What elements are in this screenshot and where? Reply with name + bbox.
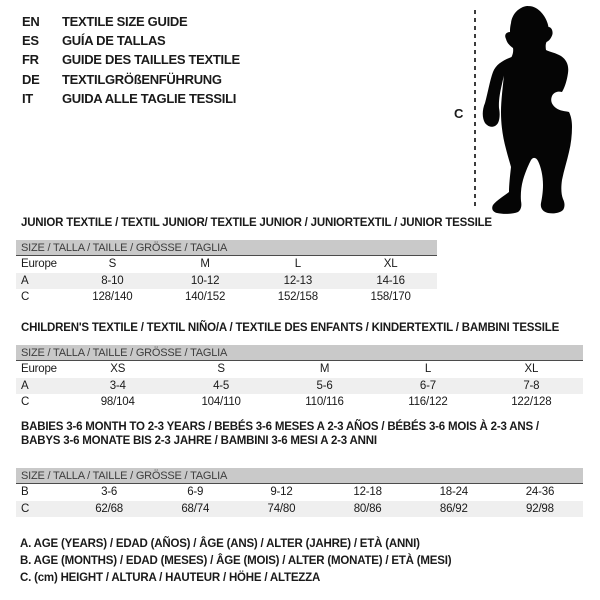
- cell: 14-16: [376, 274, 405, 287]
- note-a: A. AGE (YEARS) / EDAD (AÑOS) / ÂGE (ANS)…: [20, 538, 420, 550]
- row-label: A: [21, 274, 29, 287]
- note-b: B. AGE (MONTHS) / EDAD (MESES) / ÂGE (MO…: [20, 555, 452, 567]
- row-label: Europe: [21, 258, 57, 271]
- cell: 158/170: [370, 291, 411, 304]
- cell: 98/104: [100, 396, 135, 409]
- row-label: Europe: [21, 363, 57, 376]
- guide-title: TEXTILE SIZE GUIDE: [62, 14, 188, 30]
- cell: M: [200, 258, 210, 271]
- cell: 62/68: [95, 502, 123, 515]
- language-legend: EN TEXTILE SIZE GUIDE ES GUÍA DE TALLAS …: [22, 12, 240, 108]
- guide-title: GUÍA DE TALLAS: [62, 33, 166, 49]
- language-code: FR: [22, 52, 39, 68]
- table-row-height: C 128/140 140/152 152/158 158/170: [16, 289, 437, 306]
- cell: XS: [110, 363, 126, 376]
- guide-title: GUIDE DES TAILLES TEXTILE: [62, 52, 240, 68]
- legend-notes: A. AGE (YEARS) / EDAD (AÑOS) / ÂGE (ANS)…: [20, 536, 452, 587]
- table-row-height: C 98/104 104/110 110/116 116/122 122/128: [16, 394, 583, 411]
- cell: 24-36: [525, 486, 555, 499]
- cell: 7-8: [523, 379, 540, 392]
- cell: 92/98: [526, 502, 554, 515]
- cell: 12-18: [353, 486, 382, 499]
- cell: 3-4: [109, 379, 126, 392]
- cell: 116/122: [408, 396, 448, 409]
- legend-row-es: ES GUÍA DE TALLAS: [22, 31, 240, 50]
- note-c: C. (cm) HEIGHT / ALTURA / HAUTEUR / HÖHE…: [20, 572, 321, 584]
- row-label: C: [21, 502, 30, 515]
- cell: 6-7: [419, 379, 436, 392]
- cell: 10-12: [190, 274, 220, 287]
- table-title-line1: BABIES 3-6 MONTH TO 2-3 YEARS / BEBÉS 3-…: [21, 421, 539, 433]
- cell: XL: [383, 258, 398, 271]
- table-row-age: A 8-10 10-12 12-13 14-16: [16, 272, 437, 289]
- table-row-europe: Europe XS S M L XL: [16, 361, 583, 378]
- legend-row-fr: FR GUIDE DES TAILLES TEXTILE: [22, 50, 240, 69]
- cell: 8-10: [101, 274, 124, 287]
- guide-title: GUIDA ALLE TAGLIE TESSILI: [62, 90, 237, 106]
- cell: 18-24: [439, 486, 469, 499]
- cell: 110/116: [305, 396, 344, 409]
- cell: 140/152: [185, 291, 226, 304]
- cell: 3-6: [101, 486, 118, 499]
- cell: 4-5: [213, 379, 230, 392]
- cell: 74/80: [267, 502, 296, 515]
- legend-row-de: DE TEXTILGRÖßENFÜHRUNG: [22, 70, 240, 89]
- row-label: C: [21, 396, 30, 409]
- cell: 152/158: [277, 291, 318, 304]
- cell: 128/140: [92, 291, 133, 304]
- table-row-europe: Europe S M L XL: [16, 256, 437, 273]
- cell: M: [319, 363, 330, 376]
- size-header-bar: SIZE / TALLA / TAILLE / GRÖSSE / TAGLIA: [16, 240, 437, 256]
- height-measure-dotted-line: [474, 10, 476, 206]
- table-row-height: C 62/68 68/74 74/80 80/86 86/92 92/98: [16, 500, 583, 517]
- cell: 86/92: [439, 502, 468, 515]
- cell: 104/110: [201, 396, 241, 409]
- guide-title: TEXTILGRÖßENFÜHRUNG: [62, 71, 222, 87]
- cell: 12-13: [283, 274, 313, 287]
- size-header-bar: SIZE / TALLA / TAILLE / GRÖSSE / TAGLIA: [16, 468, 583, 484]
- language-code: ES: [22, 33, 39, 49]
- language-code: DE: [22, 71, 40, 87]
- size-header-bar: SIZE / TALLA / TAILLE / GRÖSSE / TAGLIA: [16, 345, 583, 361]
- children-textile-table: CHILDREN'S TEXTILE / TEXTIL NIÑO/A / TEX…: [16, 321, 583, 411]
- language-code: IT: [22, 90, 33, 106]
- cell: L: [424, 363, 432, 376]
- row-label: B: [21, 486, 29, 499]
- cell: S: [217, 363, 225, 376]
- height-measure-label: C: [454, 106, 464, 121]
- legend-row-en: EN TEXTILE SIZE GUIDE: [22, 12, 240, 31]
- legend-row-it: IT GUIDA ALLE TAGLIE TESSILI: [22, 89, 240, 108]
- cell: 9-12: [270, 486, 293, 499]
- row-label: C: [21, 291, 30, 304]
- cell: S: [108, 258, 117, 271]
- cell: XL: [524, 363, 539, 376]
- toddler-silhouette-icon: [482, 6, 572, 214]
- language-code: EN: [22, 14, 40, 30]
- row-label: A: [21, 379, 29, 392]
- cell: 80/86: [353, 502, 382, 515]
- table-title: CHILDREN'S TEXTILE / TEXTIL NIÑO/A / TEX…: [21, 322, 560, 334]
- cell: L: [294, 258, 301, 271]
- table-row-age: A 3-4 4-5 5-6 6-7 7-8: [16, 377, 583, 394]
- table-row-months: B 3-6 6-9 9-12 12-18 18-24 24-36: [16, 484, 583, 501]
- cell: 6-9: [187, 486, 204, 499]
- junior-textile-table: JUNIOR TEXTILE / TEXTIL JUNIOR/ TEXTILE …: [16, 216, 492, 306]
- cell: 68/74: [181, 502, 210, 515]
- babies-textile-table: BABIES 3-6 MONTH TO 2-3 YEARS / BEBÉS 3-…: [16, 420, 583, 517]
- table-title: JUNIOR TEXTILE / TEXTIL JUNIOR/ TEXTILE …: [21, 217, 492, 229]
- table-title-line2: BABYS 3-6 MONATE BIS 2-3 JAHRE / BAMBINI…: [21, 435, 377, 447]
- cell: 5-6: [316, 379, 333, 392]
- cell: 122/128: [511, 396, 552, 409]
